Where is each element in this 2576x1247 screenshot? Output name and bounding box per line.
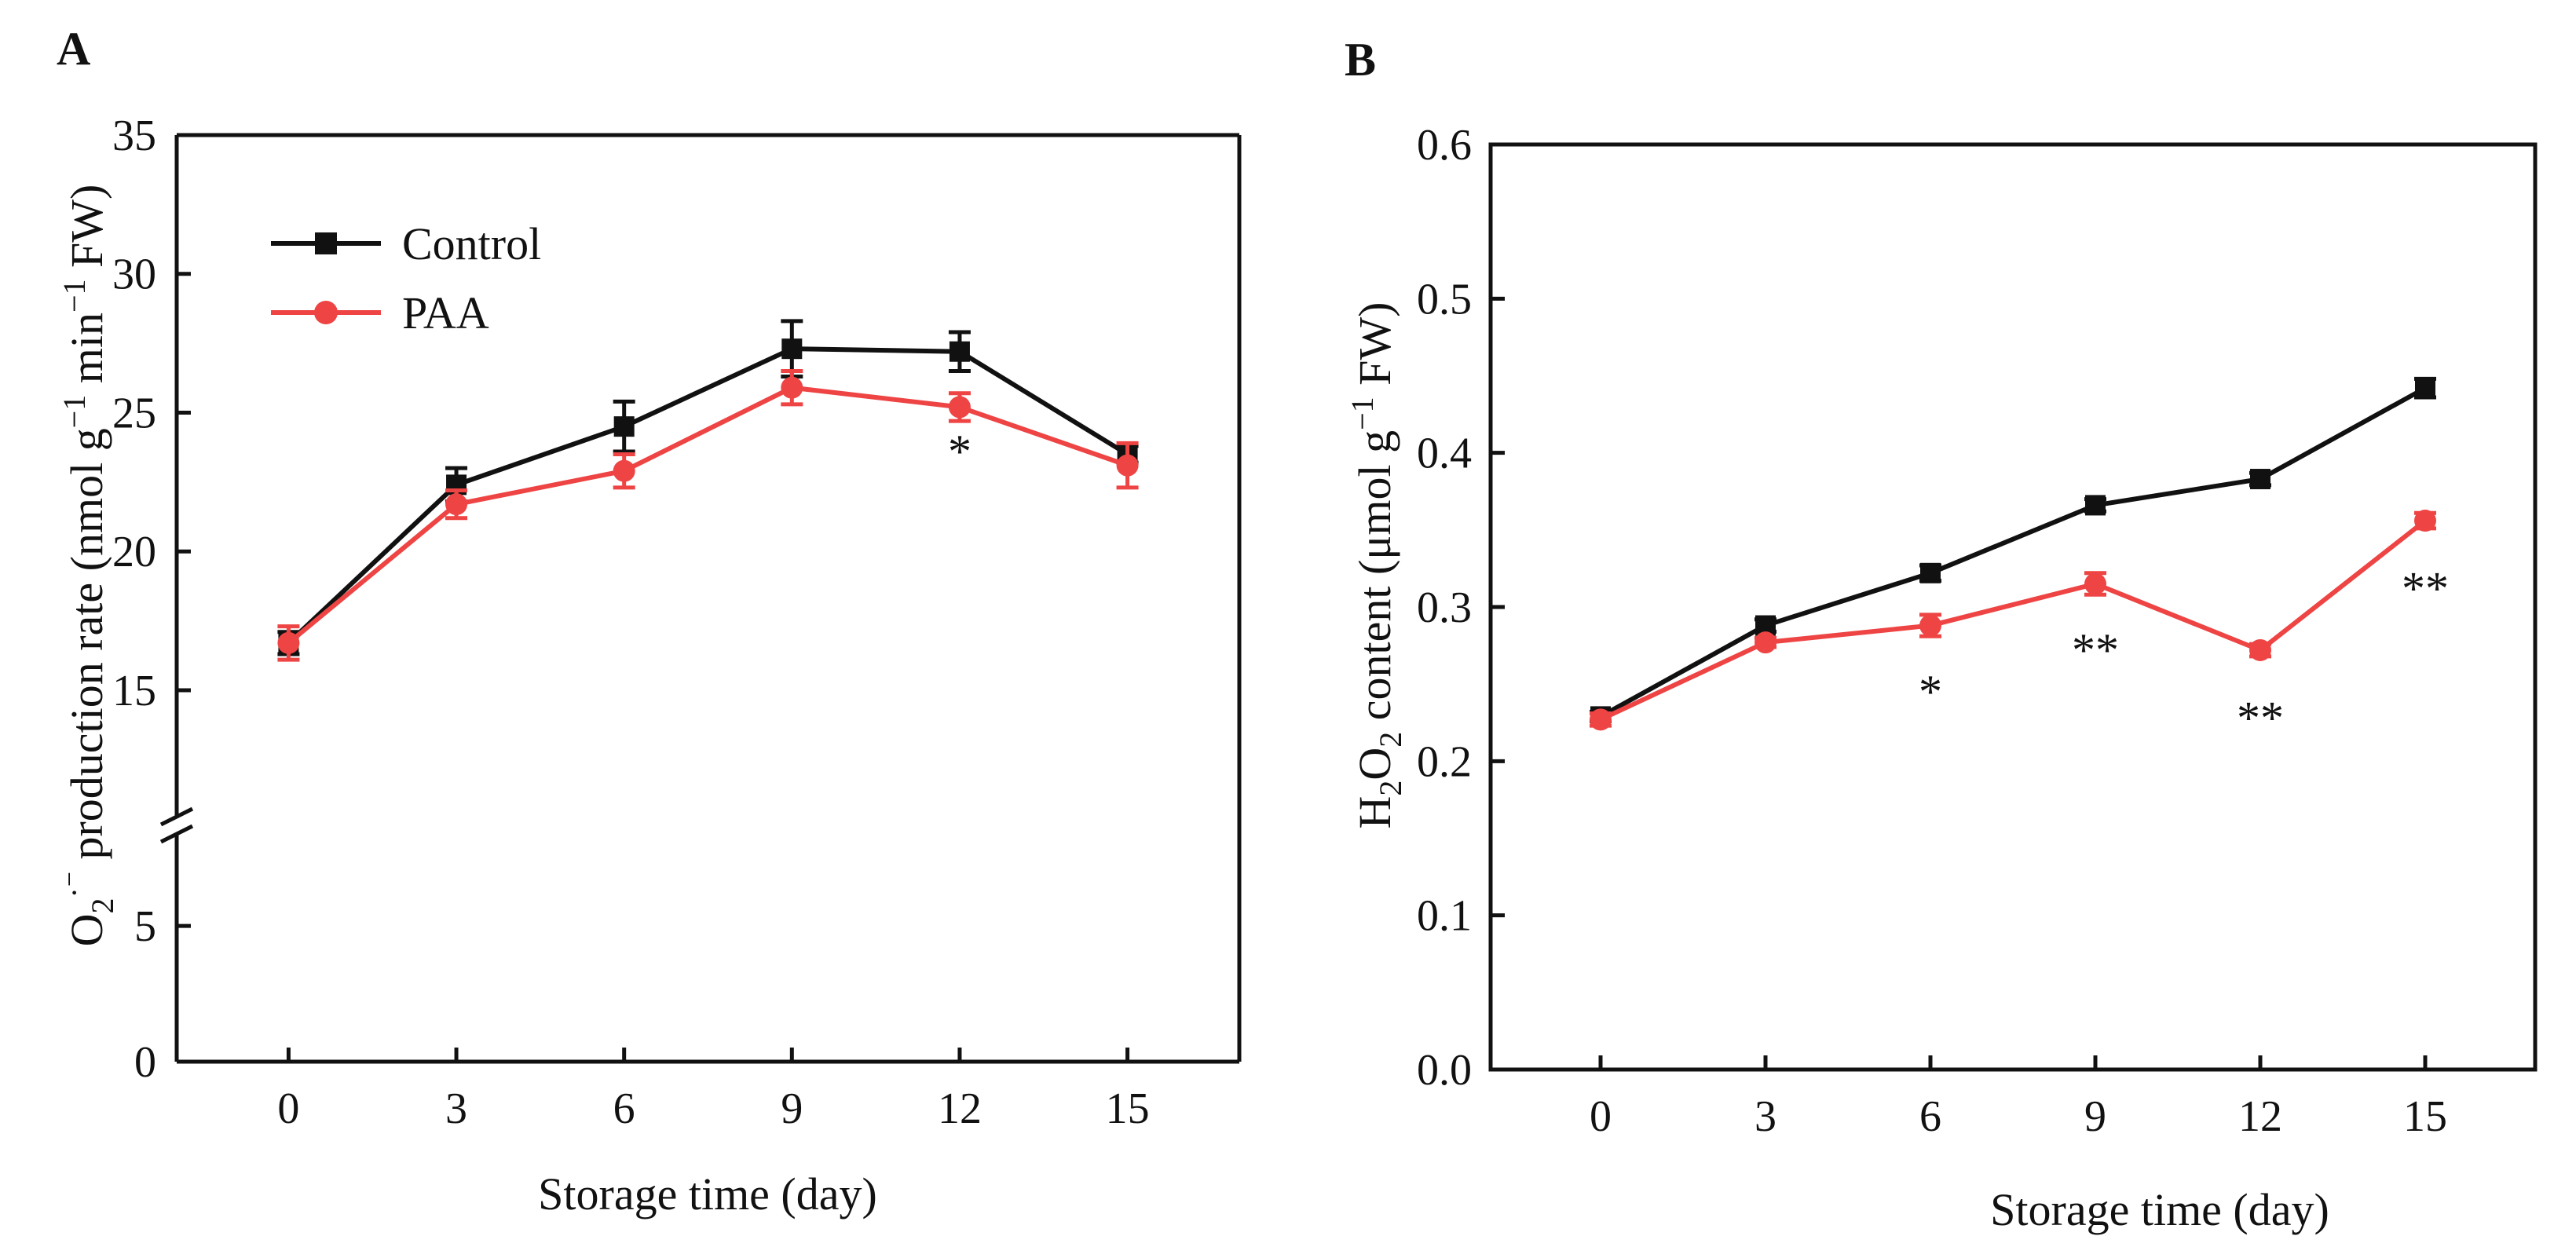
panel-b-significance-mark: *	[1919, 666, 1942, 718]
legend-control-marker	[315, 232, 337, 254]
panel-b-significance-mark: **	[2237, 692, 2284, 744]
panel-b-y-tick-label: 0.2	[1417, 737, 1472, 786]
panel-b-significance-mark: **	[2072, 624, 2119, 676]
panel-a-y-tick-label: 30	[112, 250, 156, 299]
panel-a-x-tick-label: 3	[445, 1084, 467, 1133]
panel-a-axis-break-mark	[159, 806, 194, 827]
panel-a-y-tick-label: 0	[134, 1038, 156, 1087]
panel-b-control-point	[2085, 495, 2106, 516]
panel-a-x-tick-label: 9	[781, 1084, 803, 1133]
panel-b-control-point	[1920, 562, 1941, 583]
panel-a-paa-point	[948, 396, 971, 419]
panel-a-chart: 0 5 15 20 25 30 35 0 3 6 9 12 15 *	[112, 112, 1242, 1133]
panel-a-x-tick-label: 0	[277, 1084, 299, 1133]
panel-b-x-tick-label: 3	[1755, 1092, 1776, 1141]
panel-a-y-tick-label: 35	[112, 112, 156, 160]
panel-b-y-tick-label: 0.5	[1417, 275, 1472, 324]
panel-a-x-axis-title: Storage time (day)	[538, 1168, 877, 1220]
panel-a-paa-point	[1116, 454, 1139, 477]
legend-paa-marker	[314, 301, 338, 324]
panel-b-y-axis-title: H2O2 content (μmol g−1 FW)	[1345, 302, 1408, 828]
panel-a-axis-break-mark	[159, 824, 194, 844]
panel-a-control-point	[613, 416, 635, 437]
panel-a-y-axis-title: O2·⁻ production rate (nmol g−1 min−1 FW)	[57, 185, 120, 947]
panel-letter-a: A	[57, 23, 90, 75]
legend-control-label: Control	[402, 218, 541, 269]
panel-b-y-tick-label: 0.1	[1417, 892, 1472, 941]
panel-a-y-tick-label: 5	[134, 902, 156, 951]
panel-b-control-point	[2415, 378, 2435, 399]
panel-b-chart: 0.00.10.20.30.40.50.60 3 6 9 12 15*******	[1417, 121, 2538, 1141]
panel-letter-b: B	[1345, 34, 1376, 86]
panel-a-paa-point	[781, 376, 803, 399]
panel-b-y-tick-label: 0.0	[1417, 1046, 1472, 1095]
panel-b-y-tick-label: 0.4	[1417, 430, 1472, 478]
panel-b-significance-mark: **	[2402, 562, 2449, 614]
panel-a-x-tick-label: 15	[1106, 1084, 1150, 1133]
panel-a-paa-line	[287, 385, 1129, 645]
panel-b-paa-point	[1590, 708, 1612, 731]
panel-a-paa-point	[277, 631, 300, 654]
panel-b-y-tick-label: 0.3	[1417, 583, 1472, 632]
panel-a-legend: Control PAA	[271, 218, 541, 338]
panel-b-control-line	[1599, 386, 2427, 719]
panel-a-y-tick-label: 20	[112, 528, 156, 576]
panel-b-x-tick-label: 0	[1590, 1092, 1612, 1141]
panel-b-paa-point	[2414, 510, 2436, 532]
legend-paa-label: PAA	[402, 287, 489, 338]
panel-a-y-tick-label: 25	[112, 389, 156, 437]
panel-b-x-axis-title: Storage time (day)	[1990, 1184, 2329, 1235]
panel-a-control-line	[287, 346, 1129, 645]
panel-b-paa-point	[1919, 614, 1941, 637]
panel-a-paa-point	[445, 493, 468, 516]
panel-b-paa-point	[2249, 638, 2271, 661]
panel-b-paa-point	[1755, 631, 1776, 654]
panel-b-control-point	[2250, 469, 2270, 490]
panel-a-significance-mark: *	[948, 426, 971, 477]
panel-a-paa-point	[613, 459, 635, 482]
panel-b-y-tick-label: 0.6	[1417, 121, 1472, 170]
panel-b-x-tick-label: 12	[2238, 1092, 2282, 1141]
panel-b-paa-point	[2084, 572, 2106, 595]
panel-a-control-point	[781, 338, 803, 360]
panel-b-x-tick-label: 15	[2403, 1092, 2447, 1141]
panel-a-control-point	[949, 341, 970, 362]
panel-a-x-tick-label: 12	[938, 1084, 982, 1133]
panel-a-x-tick-label: 6	[613, 1084, 635, 1133]
panel-a-y-tick-label: 15	[112, 667, 156, 715]
panel-b-x-tick-label: 6	[1919, 1092, 1941, 1141]
panel-b-paa-line	[1599, 518, 2427, 722]
panel-b-x-tick-label: 9	[2084, 1092, 2106, 1141]
